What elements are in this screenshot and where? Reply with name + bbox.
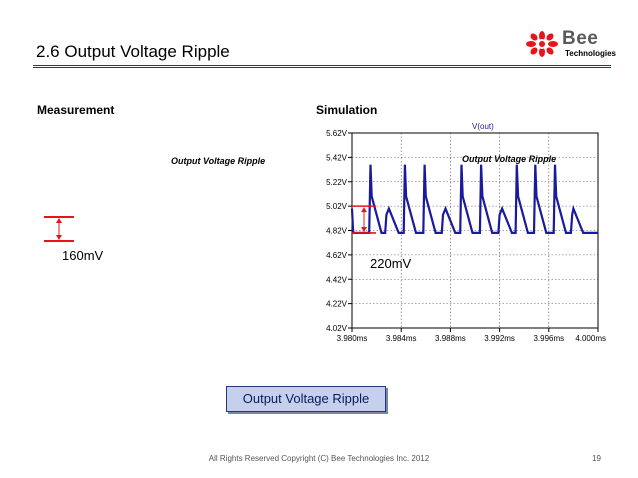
measurement-ripple-label: Output Voltage Ripple xyxy=(171,156,266,166)
x-tick-label: 3.992ms xyxy=(484,334,515,343)
x-tick-label: 3.996ms xyxy=(533,334,564,343)
y-tick-label: 4.02V xyxy=(326,324,348,333)
y-tick-label: 5.02V xyxy=(326,202,348,211)
bee-flower-icon xyxy=(526,31,558,57)
y-tick-label: 5.22V xyxy=(326,178,348,187)
y-tick-label: 4.82V xyxy=(326,227,348,236)
x-tick-label: 3.984ms xyxy=(386,334,417,343)
y-tick-label: 4.62V xyxy=(326,251,348,260)
simulation-chart-svg: 5.62V 5.42V 5.22V 5.02V 4.82V 4.62V 4.42V 4.22V… xyxy=(326,122,606,343)
measurement-heading: Measurement xyxy=(37,103,115,117)
simulation-chart: 5.62V 5.42V 5.22V 5.02V 4.82V 4.62V 4.42V 4.22V… xyxy=(308,119,608,349)
ripple-marker-arrow-up xyxy=(361,207,367,213)
x-tick-label: 3.988ms xyxy=(435,334,466,343)
logo-word: Bee xyxy=(562,28,599,49)
simulation-heading: Simulation xyxy=(316,103,378,117)
bee-technologies-logo: Bee Technologies xyxy=(522,27,616,61)
y-tick-label: 4.42V xyxy=(326,275,348,284)
logo-subtitle: Technologies xyxy=(565,49,616,58)
caption-text: Output Voltage Ripple xyxy=(242,391,370,406)
y-tick-label: 4.22V xyxy=(326,300,348,309)
y-tick-label: 5.42V xyxy=(326,153,348,162)
series-line-vout xyxy=(350,164,598,235)
x-tick-label: 3.980ms xyxy=(337,334,368,343)
simulation-ripple-value: 220mV xyxy=(370,256,412,271)
caption-box: Output Voltage Ripple xyxy=(226,386,386,412)
measurement-ripple-value: 160mV xyxy=(62,248,104,263)
y-tick-label: 5.62V xyxy=(326,129,348,138)
x-tick-label: 4.000ms xyxy=(575,334,606,343)
slide-title: 2.6 Output Voltage Ripple xyxy=(36,42,230,61)
page-number: 19 xyxy=(592,454,601,463)
legend-vout: V(out) xyxy=(472,122,494,131)
title-rule xyxy=(33,65,611,68)
ripple-marker-arrow-down xyxy=(361,226,367,232)
measurement-ripple-marker xyxy=(44,216,74,242)
copyright-footer: All Rights Reserved Copyright (C) Bee Te… xyxy=(208,454,430,463)
simulation-ripple-label: Output Voltage Ripple xyxy=(462,154,556,164)
